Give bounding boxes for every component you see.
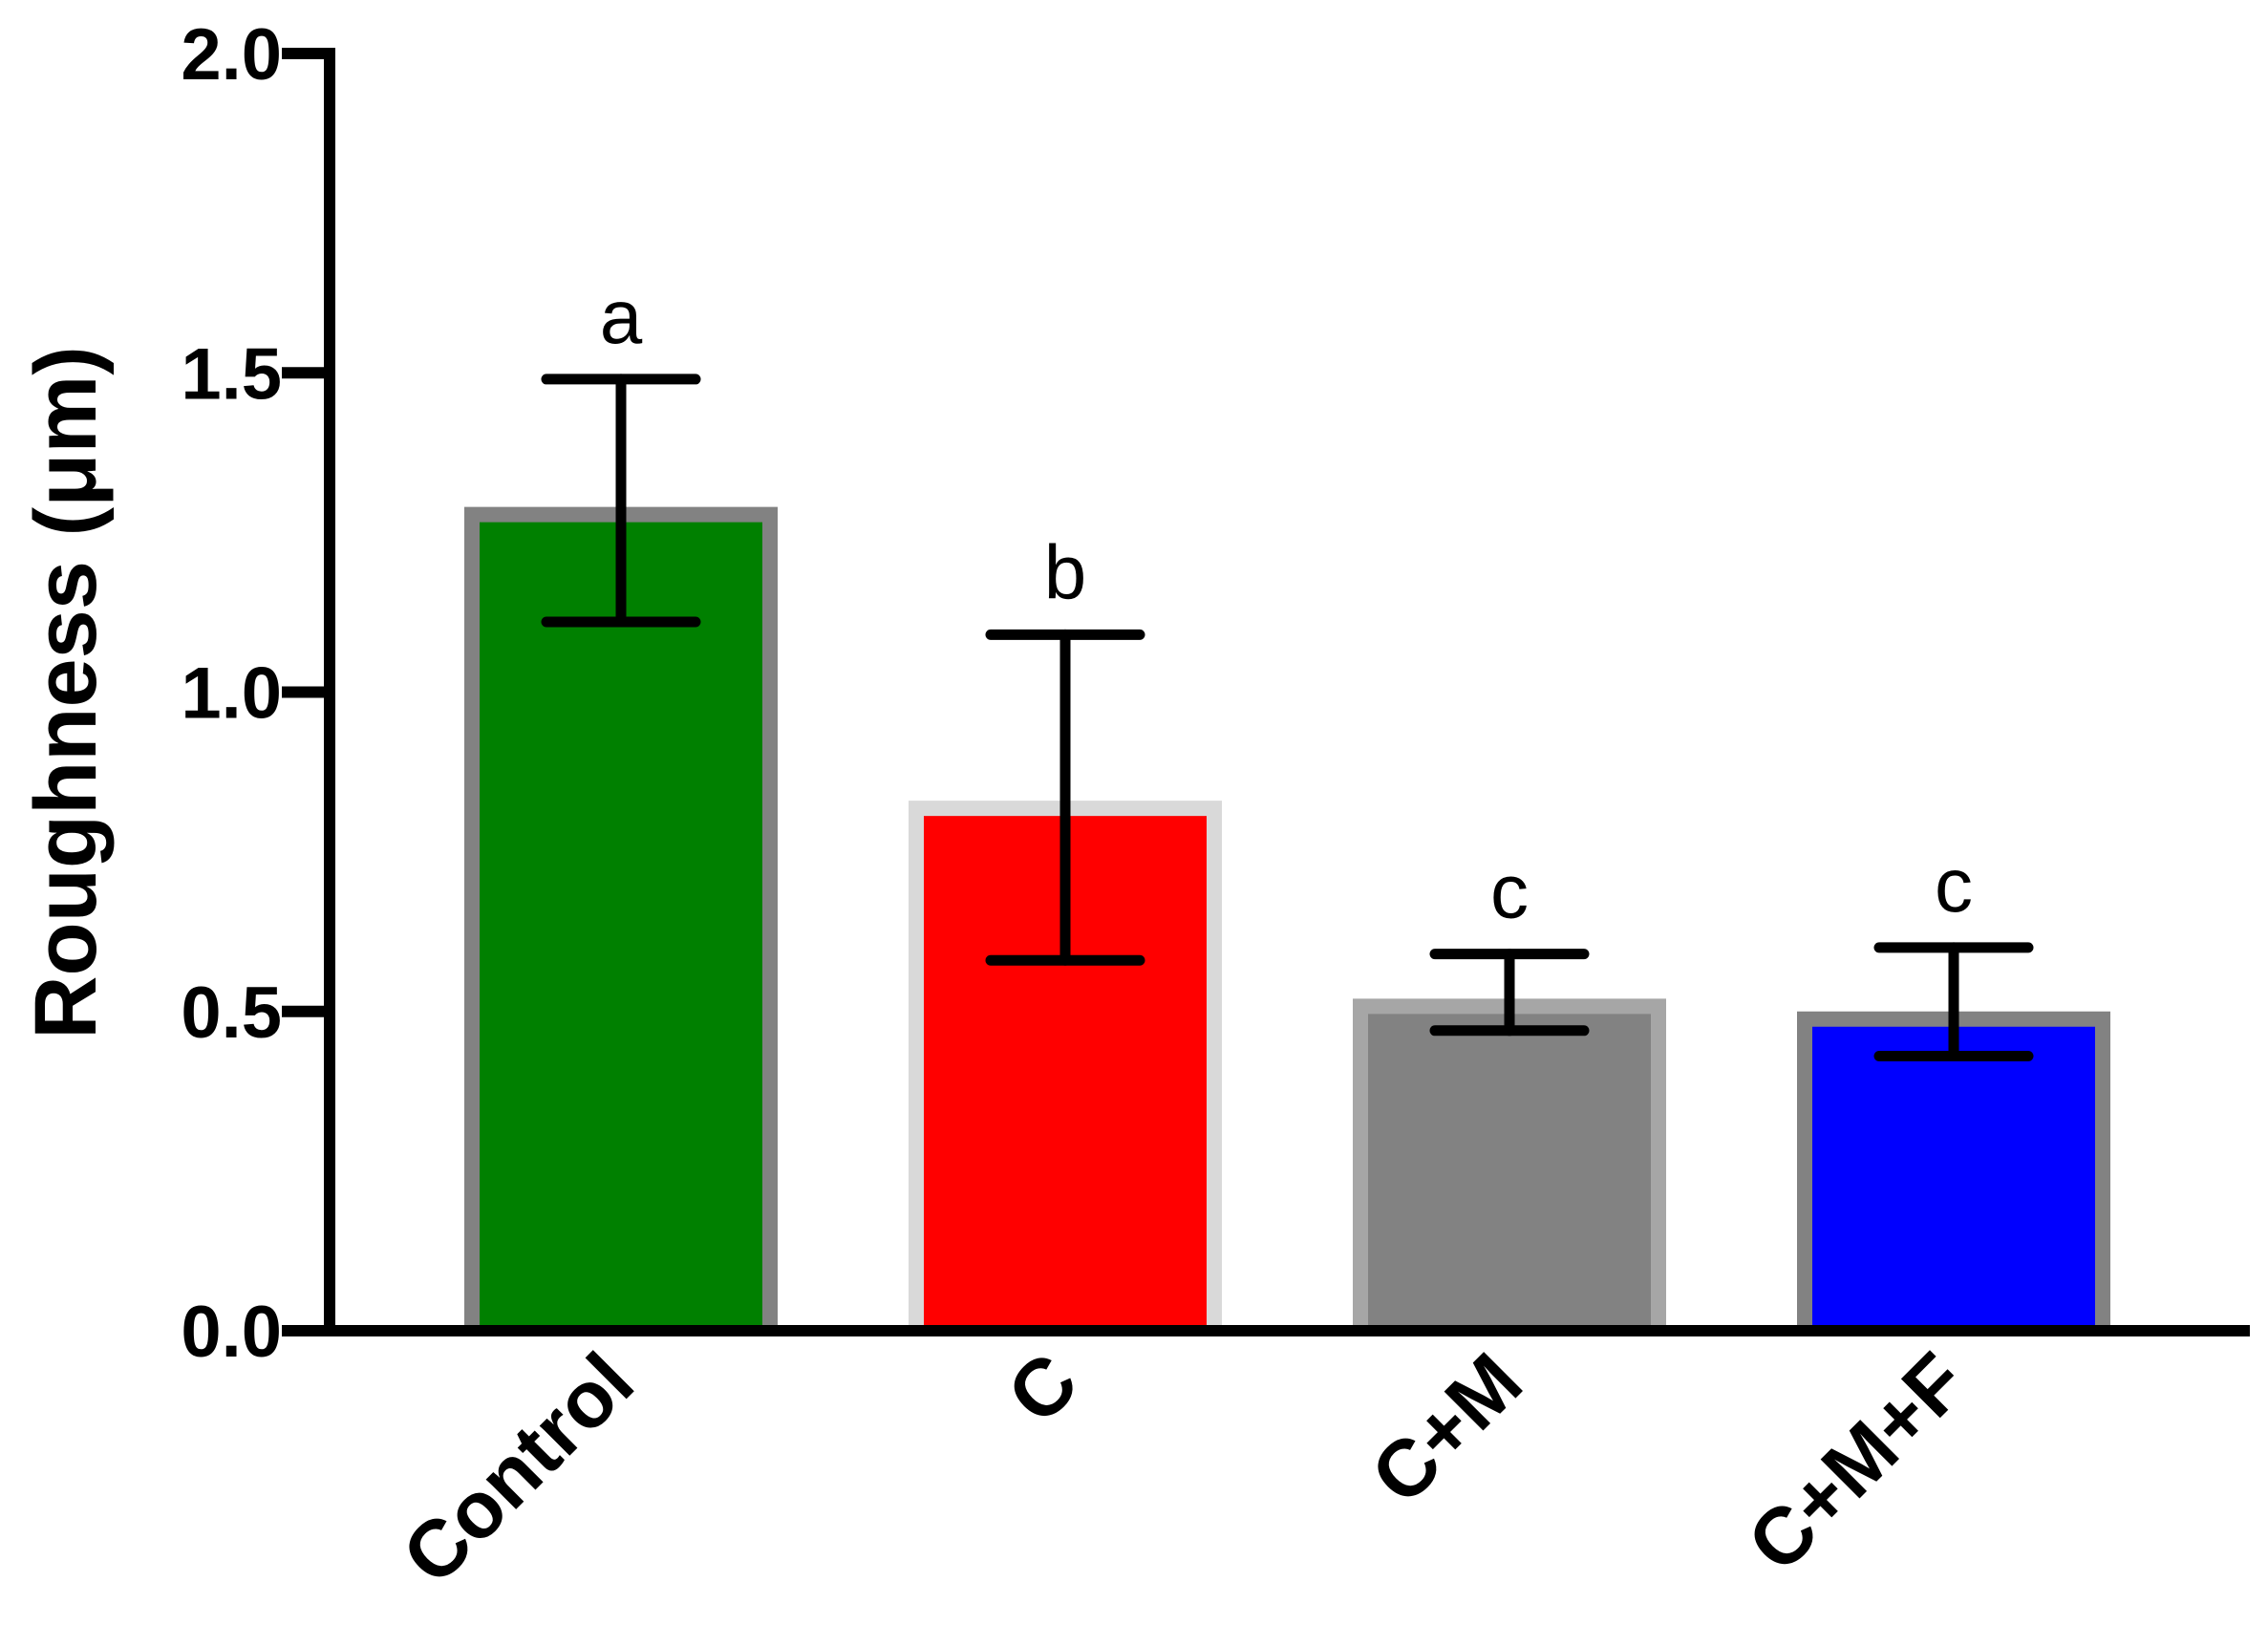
significance-label-control: a (600, 274, 643, 359)
error-bar-c (985, 629, 1145, 966)
error-bar-c-plus-m-plus-f (1873, 942, 2034, 1062)
y-axis-title: Roughness (μm) (17, 346, 115, 1039)
significance-label-c: b (1044, 529, 1087, 614)
bar-control (480, 522, 762, 1331)
y-tick-label: 1.5 (181, 333, 282, 415)
axes-layer (282, 48, 2250, 1336)
error-bars-layer (541, 374, 2034, 1062)
x-tick-label-control: Control (385, 1336, 651, 1601)
y-tick-label: 2.0 (181, 14, 282, 96)
bars-layer (464, 506, 2110, 1331)
significance-label-c-plus-m: c (1490, 849, 1529, 934)
bar-c-plus-m (1368, 1014, 1651, 1331)
significance-label-c-plus-m-plus-f: c (1935, 843, 1973, 928)
x-tick-label-c: C (990, 1336, 1094, 1440)
bar-c-plus-m-plus-f (1812, 1026, 2095, 1331)
x-tick-label-c-plus-m: C+M (1354, 1336, 1539, 1521)
y-tick-label: 1.0 (181, 653, 282, 735)
x-tick-label-c-plus-m-plus-f: C+M+F (1730, 1336, 1983, 1589)
error-bar-c-plus-m (1429, 949, 1590, 1037)
error-bar-control (541, 374, 701, 628)
y-tick-label: 0.5 (181, 973, 282, 1054)
y-tick-label: 0.0 (181, 1292, 282, 1373)
